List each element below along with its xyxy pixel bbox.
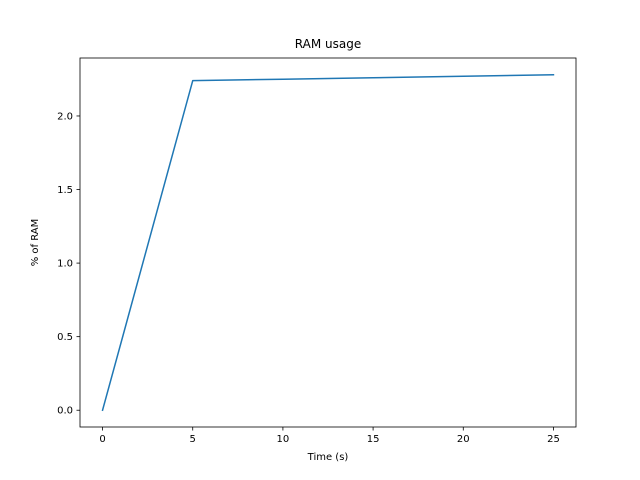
x-tick-label: 0 xyxy=(99,434,105,445)
y-tick-label: 2.0 xyxy=(57,111,73,122)
y-tick-label: 1.0 xyxy=(57,259,73,270)
x-tick-label: 15 xyxy=(367,434,380,445)
x-tick-label: 25 xyxy=(547,434,560,445)
axes-frame xyxy=(79,57,577,428)
chart-title: RAM usage xyxy=(295,37,361,51)
y-tick-label: 0.5 xyxy=(57,332,73,343)
y-axis-ticks: 0.0 0.5 1.0 1.5 2.0 xyxy=(57,111,80,417)
x-tick-label: 10 xyxy=(277,434,290,445)
series-line-0 xyxy=(101,74,555,412)
x-tick-label: 5 xyxy=(190,434,196,445)
x-tick-label: 20 xyxy=(457,434,470,445)
y-tick-label: 1.5 xyxy=(57,185,73,196)
x-axis-ticks: 0 5 10 15 20 25 xyxy=(99,427,560,445)
y-tick-label: 0.0 xyxy=(57,406,73,417)
x-axis-label: Time (s) xyxy=(307,452,349,463)
plot-area xyxy=(101,74,555,412)
y-axis-label: % of RAM xyxy=(30,219,41,267)
